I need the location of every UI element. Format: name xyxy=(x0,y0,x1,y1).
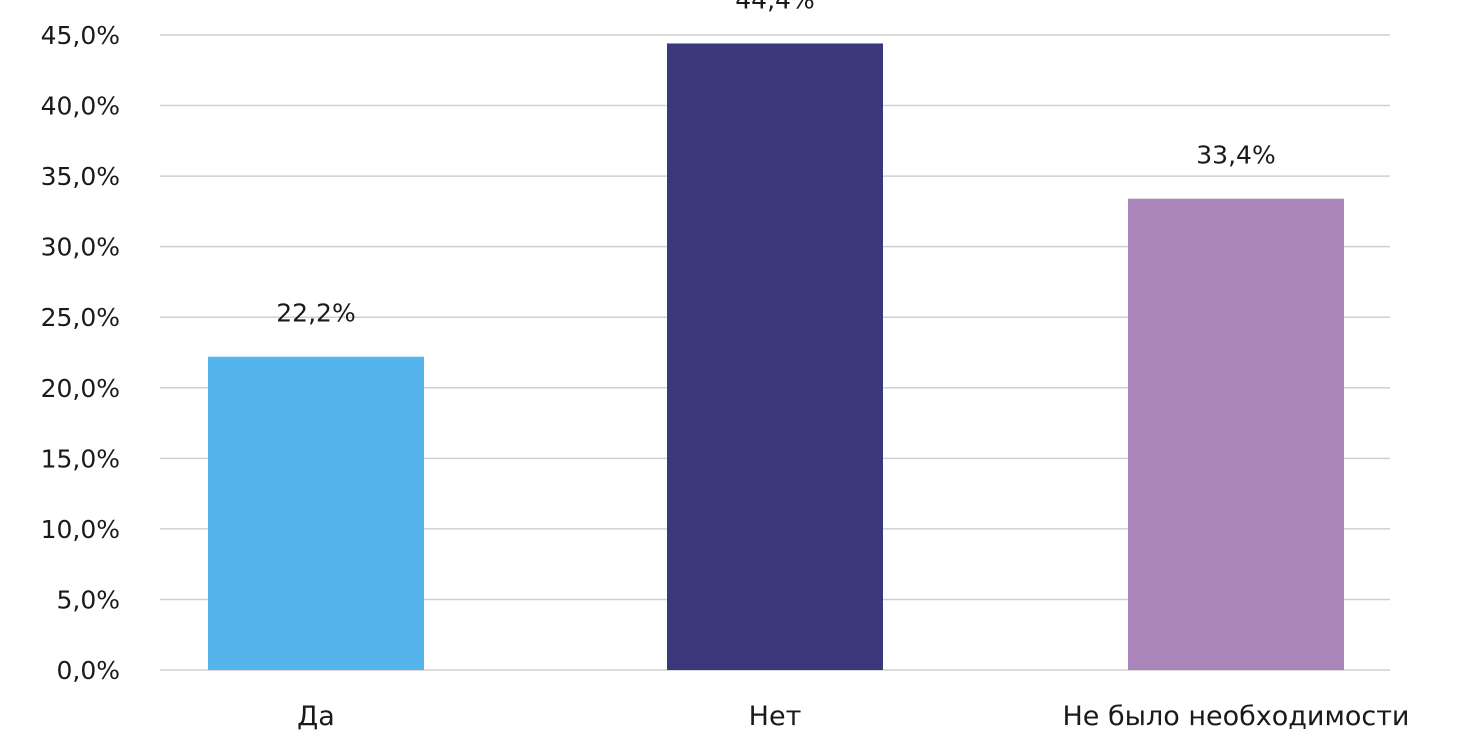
x-tick-label: Нет xyxy=(749,701,802,732)
y-tick-label: 5,0% xyxy=(56,585,120,614)
y-tick-label: 20,0% xyxy=(41,374,120,403)
data-label: 22,2% xyxy=(276,299,355,328)
data-label: 44,4% xyxy=(735,0,814,14)
data-labels: 22,2% 44,4% 33,4% xyxy=(276,0,1275,328)
y-tick-label: 30,0% xyxy=(41,233,120,262)
y-tick-label: 45,0% xyxy=(41,21,120,50)
x-axis: Да Нет Не было необходимости xyxy=(297,701,1409,732)
x-tick-label: Не было необходимости xyxy=(1063,701,1410,732)
data-label: 33,4% xyxy=(1196,141,1275,170)
y-tick-label: 35,0% xyxy=(41,162,120,191)
y-tick-label: 0,0% xyxy=(56,656,120,685)
y-tick-label: 25,0% xyxy=(41,303,120,332)
bars xyxy=(208,43,1344,670)
bar xyxy=(208,356,424,670)
x-tick-label: Да xyxy=(297,701,335,732)
bar xyxy=(667,43,883,670)
y-axis: 0,0% 5,0% 10,0% 15,0% 20,0% 25,0% 30,0% 35,0% 40… xyxy=(41,21,120,685)
y-tick-label: 10,0% xyxy=(41,515,120,544)
y-tick-label: 40,0% xyxy=(41,92,120,121)
bar xyxy=(1128,198,1344,670)
y-tick-label: 15,0% xyxy=(41,444,120,473)
